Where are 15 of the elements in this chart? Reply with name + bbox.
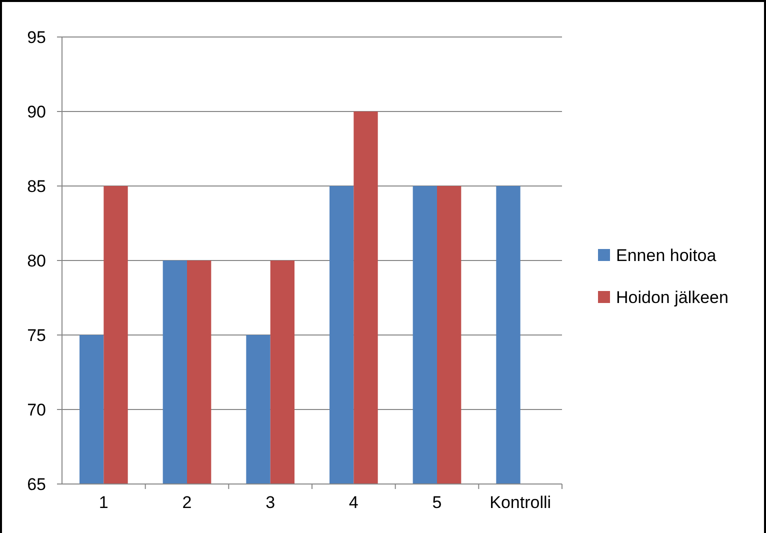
y-tick-label: 85 [27,176,46,196]
y-tick-label: 95 [27,28,46,47]
y-tick-label: 70 [27,400,46,420]
x-tick-label: 5 [432,493,442,512]
x-tick-label: Kontrolli [490,493,552,512]
y-tick-label: 75 [27,326,46,345]
legend-label: Ennen hoitoa [616,246,717,265]
x-tick-label: 1 [98,493,108,512]
y-tick-label: 65 [27,474,46,494]
y-tick-label: 90 [27,102,46,122]
legend-label: Hoidon jälkeen [616,288,728,307]
y-tick-label: 80 [27,251,46,270]
x-tick-label: 2 [182,493,192,512]
x-tick-label: 3 [266,493,276,512]
x-tick-label: 4 [348,493,358,512]
